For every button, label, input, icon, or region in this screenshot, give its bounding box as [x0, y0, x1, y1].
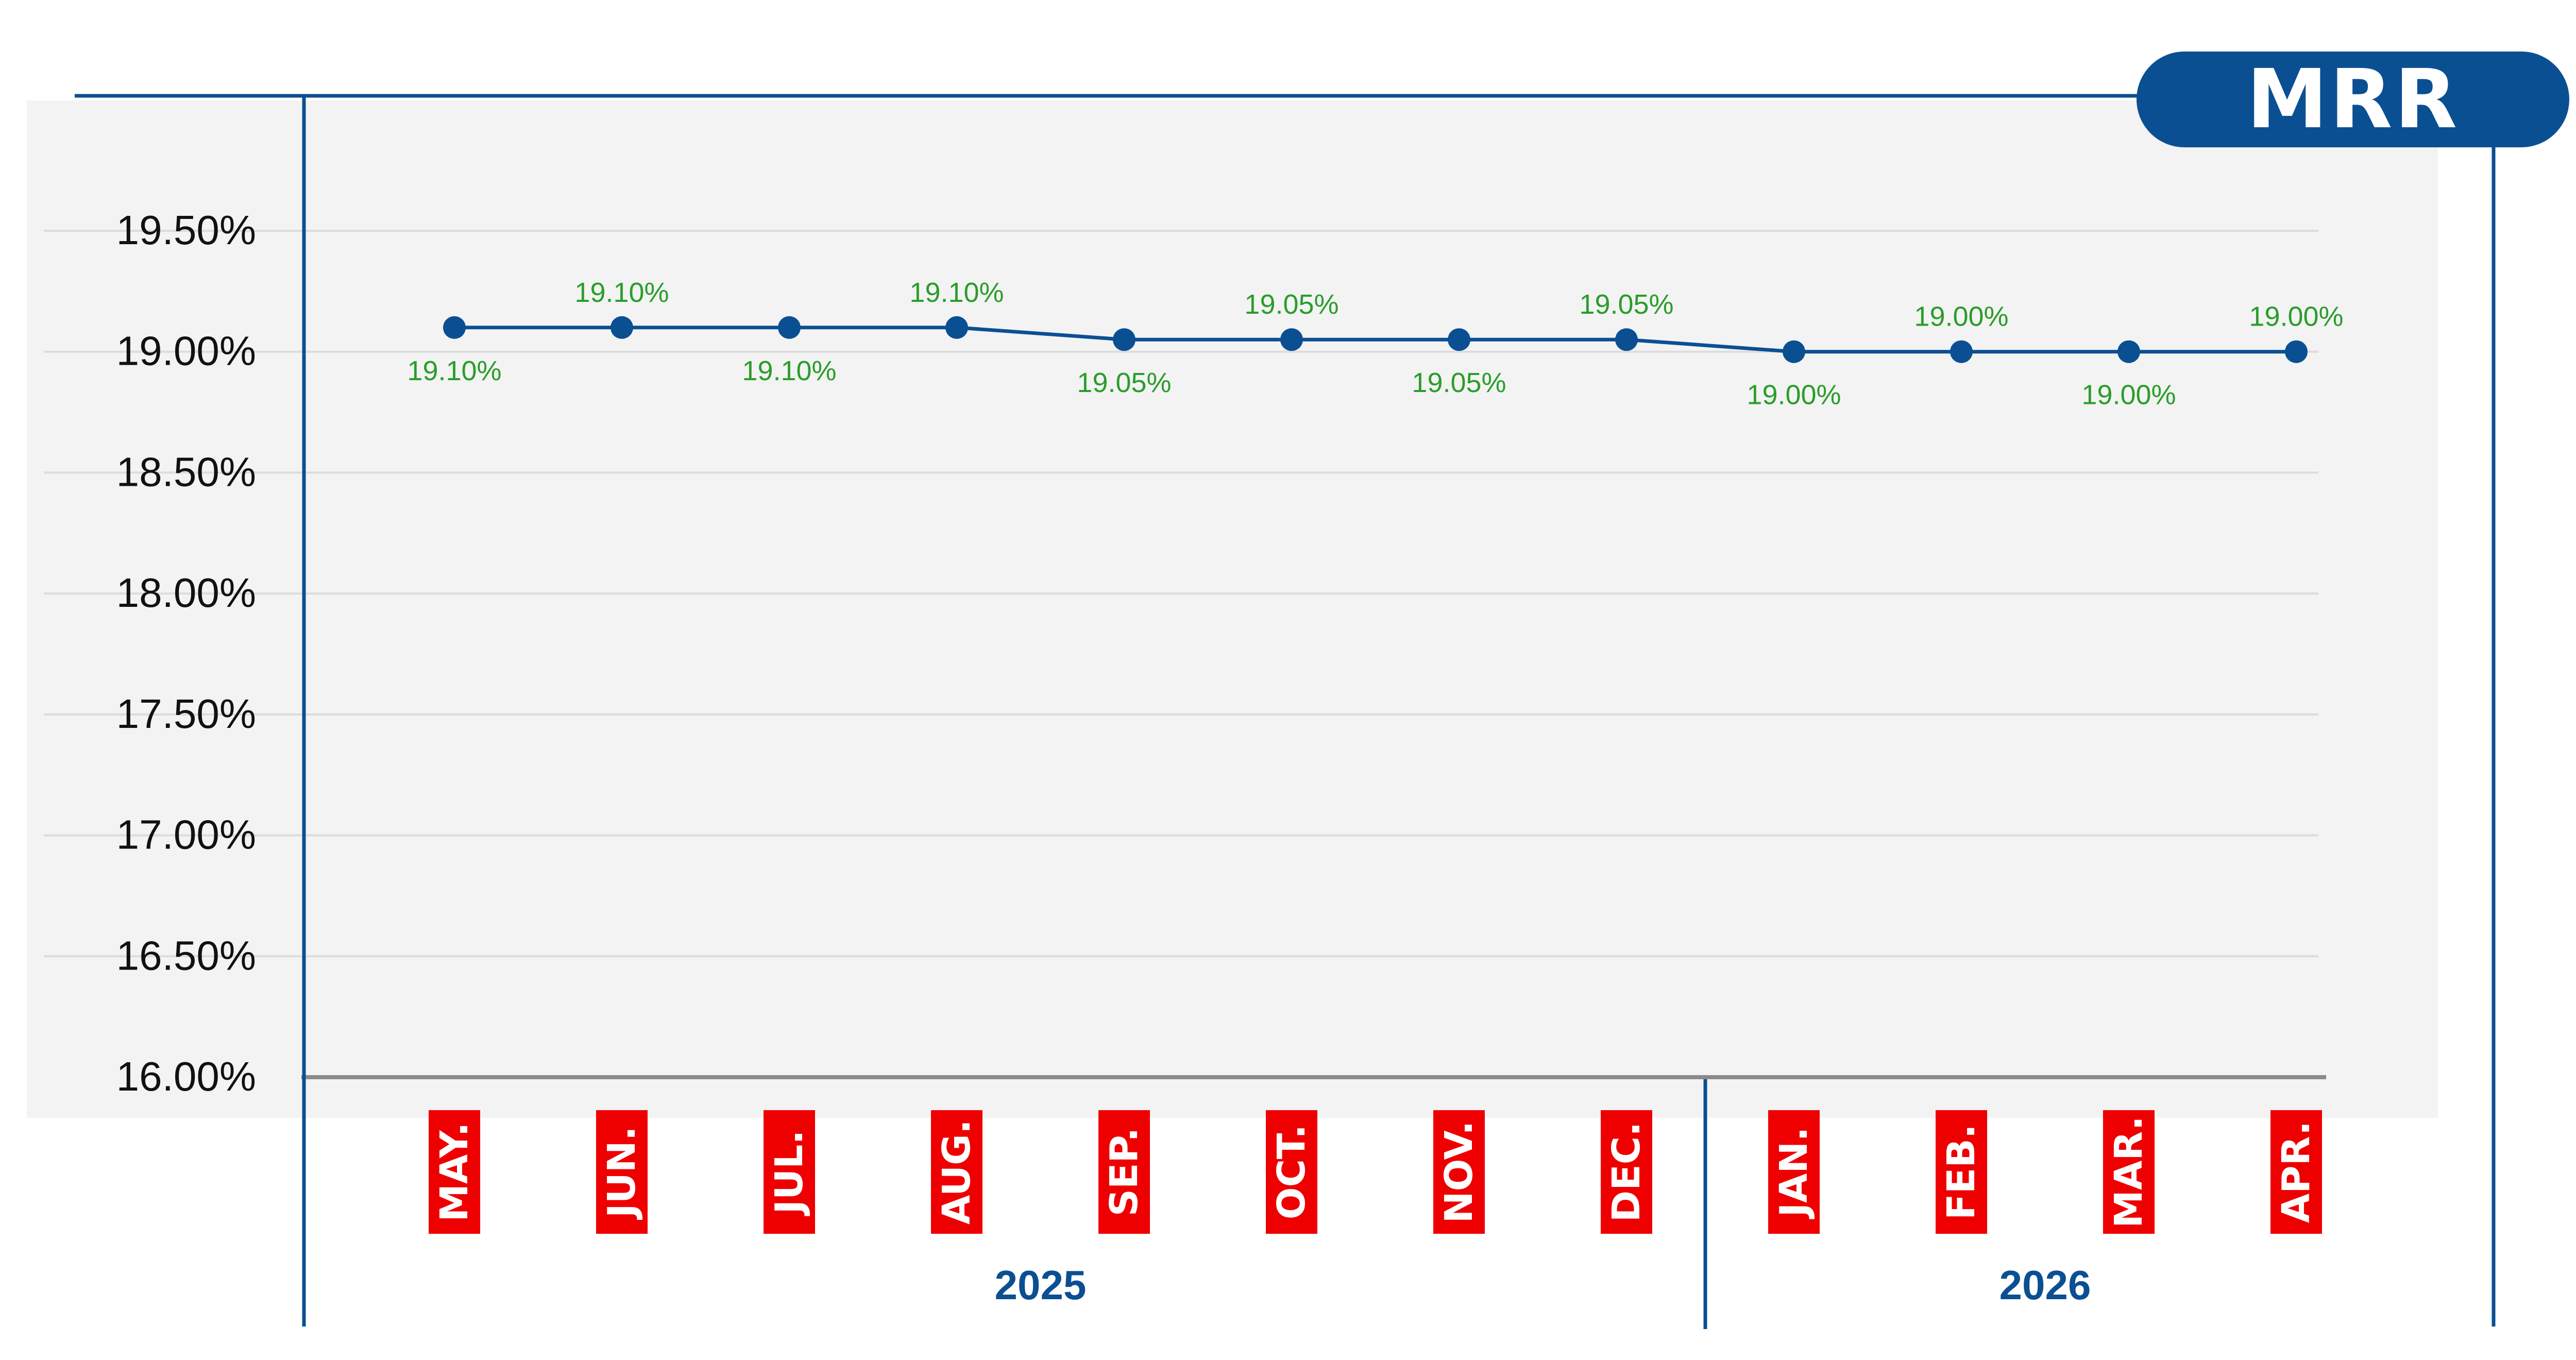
x-tick-label: JUN.: [600, 1126, 644, 1220]
data-point: [1113, 328, 1136, 351]
year-group-label: 2026: [1999, 1262, 2091, 1308]
data-point: [1448, 328, 1470, 351]
month-label-background: [1433, 1110, 1485, 1234]
x-tick-label: SEP.: [1102, 1128, 1146, 1217]
y-tick-label: 19.50%: [116, 207, 256, 253]
month-label-background: [429, 1110, 480, 1234]
x-tick-label: JAN.: [1772, 1127, 1816, 1220]
x-tick-label: MAY.: [432, 1122, 477, 1221]
month-label-background: [596, 1110, 648, 1234]
data-point: [443, 316, 466, 339]
data-point: [1783, 340, 1805, 363]
y-tick-label: 18.50%: [116, 449, 256, 495]
x-tick-label: DEC.: [1604, 1122, 1649, 1222]
data-label: 19.05%: [1412, 367, 1506, 398]
plot-background: [27, 100, 2438, 1118]
y-tick-label: 16.50%: [116, 932, 256, 978]
series-line: [454, 326, 2296, 354]
data-label: 19.00%: [2249, 301, 2343, 332]
x-tick-label: APR.: [2274, 1121, 2318, 1223]
data-point: [778, 316, 801, 339]
month-label-background: [2103, 1110, 2155, 1234]
month-label-background: [1936, 1110, 1987, 1234]
y-tick-label: 19.00%: [116, 328, 256, 374]
data-point: [2285, 340, 2308, 363]
data-point: [1280, 328, 1303, 351]
month-label-background: [1601, 1110, 1652, 1234]
data-label: 19.10%: [574, 277, 669, 308]
month-label-background: [2270, 1110, 2322, 1234]
y-tick-label: 17.50%: [116, 691, 256, 737]
y-tick-label: 17.00%: [116, 812, 256, 858]
y-tick-label: 16.00%: [116, 1053, 256, 1099]
data-label: 19.10%: [407, 355, 501, 386]
data-point: [2117, 340, 2140, 363]
x-tick-label: OCT.: [1269, 1125, 1314, 1220]
month-label-background: [1266, 1110, 1317, 1234]
data-label: 19.00%: [1914, 301, 2008, 332]
data-label: 19.10%: [742, 355, 836, 386]
x-tick-label: MAR.: [2107, 1116, 2151, 1228]
x-tick-label: JUL.: [767, 1130, 811, 1217]
year-group-label: 2025: [995, 1262, 1087, 1308]
data-label: 19.00%: [2081, 380, 2176, 411]
month-label-background: [764, 1110, 815, 1234]
data-point: [1615, 328, 1638, 351]
month-label-background: [1098, 1110, 1150, 1234]
month-label-background: [931, 1110, 982, 1234]
data-point: [1950, 340, 1973, 363]
y-tick-label: 18.00%: [116, 570, 256, 616]
data-point: [611, 316, 633, 339]
x-tick-label: NOV.: [1437, 1121, 1481, 1223]
x-tick-label: FEB.: [1939, 1124, 1984, 1220]
chart-title-badge: MRR: [2137, 52, 2569, 147]
data-label: 19.00%: [1747, 380, 1841, 411]
data-label: 19.05%: [1077, 367, 1171, 398]
data-label: 19.05%: [1579, 289, 1673, 320]
data-point: [945, 316, 968, 339]
x-tick-label: AUG.: [935, 1119, 979, 1225]
data-label: 19.10%: [909, 277, 1004, 308]
data-label: 19.05%: [1244, 289, 1338, 320]
month-label-background: [1768, 1110, 1820, 1234]
